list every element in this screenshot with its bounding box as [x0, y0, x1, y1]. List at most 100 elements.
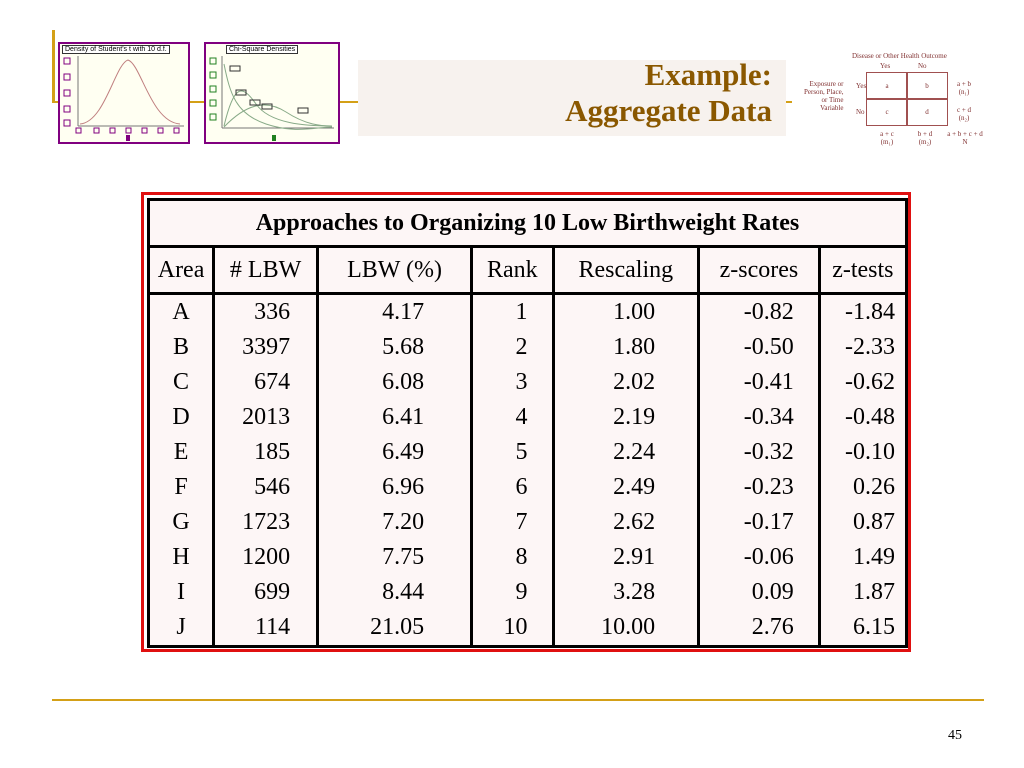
chi-square-curves-icon: [209, 56, 334, 141]
cell-rescaling: 2.91: [551, 540, 701, 575]
cell-z-test: -1.84: [817, 293, 909, 330]
cell-d: d: [906, 98, 948, 126]
lbw-table-frame: Approaches to Organizing 10 Low Birthwei…: [141, 192, 911, 652]
col-total-m1: a + c (m₁): [880, 130, 894, 146]
cell-area: C: [146, 365, 216, 400]
student-t-thumbnail-title: Density of Student's t with 10 d.f.: [62, 45, 170, 54]
cell-rank: 1: [470, 293, 555, 330]
cell-lbw-count: 3397: [212, 330, 320, 365]
cell-lbw-percent: 7.75: [316, 540, 474, 575]
cell-z-test: 0.87: [817, 505, 909, 540]
cell-lbw-percent: 6.41: [316, 400, 474, 435]
lbw-rates-table: Approaches to Organizing 10 Low Birthwei…: [146, 198, 909, 648]
cell-z-score: -0.41: [697, 365, 821, 400]
table-row: F 546 6.96 6 2.49 -0.23 0.26: [146, 470, 909, 505]
cell-z-score: -0.06: [697, 540, 821, 575]
accent-bottom-rule: [52, 699, 984, 701]
table-header-row: Area # LBW LBW (%) Rank Rescaling z-scor…: [146, 246, 909, 295]
cell-rescaling: 2.24: [551, 435, 701, 470]
cell-lbw-percent: 8.44: [316, 575, 474, 610]
table-row: E 185 6.49 5 2.24 -0.32 -0.10: [146, 435, 909, 470]
cell-rescaling: 2.19: [551, 400, 701, 435]
cell-area: B: [146, 330, 216, 365]
two-by-two-col-yes: Yes: [880, 62, 891, 70]
cell-z-score: -0.34: [697, 400, 821, 435]
cell-lbw-percent: 7.20: [316, 505, 474, 540]
cell-lbw-count: 674: [212, 365, 320, 400]
cell-lbw-percent: 5.68: [316, 330, 474, 365]
chi-square-thumbnail-title: Chi-Square Densities: [226, 45, 299, 54]
table-row: B 3397 5.68 2 1.80 -0.50 -2.33: [146, 330, 909, 365]
cell-z-score: -0.32: [697, 435, 821, 470]
cell-area: H: [146, 540, 216, 575]
two-by-two-row-label: Exposure or Person, Place, or Time Varia…: [804, 80, 844, 112]
cell-area: J: [146, 610, 216, 648]
cell-lbw-percent: 6.96: [316, 470, 474, 505]
cell-rescaling: 1.80: [551, 330, 701, 365]
cell-lbw-count: 114: [212, 610, 320, 648]
cell-area: G: [146, 505, 216, 540]
cell-rank: 6: [470, 470, 555, 505]
cell-z-score: -0.50: [697, 330, 821, 365]
cell-lbw-count: 1723: [212, 505, 320, 540]
cell-rescaling: 1.00: [551, 293, 701, 330]
cell-rank: 4: [470, 400, 555, 435]
cell-lbw-count: 2013: [212, 400, 320, 435]
cell-z-test: 1.49: [817, 540, 909, 575]
col-header-rank: Rank: [470, 246, 555, 295]
two-by-two-col-no: No: [918, 62, 927, 70]
cell-area: I: [146, 575, 216, 610]
chi-square-thumbnail: Chi-Square Densities: [204, 42, 340, 144]
cell-rank: 9: [470, 575, 555, 610]
cell-rescaling: 2.02: [551, 365, 701, 400]
accent-vertical-rule: [52, 30, 55, 102]
cell-lbw-count: 185: [212, 435, 320, 470]
table-caption: Approaches to Organizing 10 Low Birthwei…: [147, 198, 908, 248]
cell-lbw-percent: 6.08: [316, 365, 474, 400]
two-by-two-row-yes: Yes: [856, 82, 867, 90]
cell-z-score: 2.76: [697, 610, 821, 648]
table-row: G 1723 7.20 7 2.62 -0.17 0.87: [146, 505, 909, 540]
col-header-rescaling: Rescaling: [551, 246, 701, 295]
cell-a: a: [866, 72, 908, 100]
cell-area: E: [146, 435, 216, 470]
cell-lbw-count: 336: [212, 293, 320, 330]
cell-rank: 10: [470, 610, 555, 648]
col-total-m2: b + d (m₂): [917, 130, 933, 146]
cell-z-test: -2.33: [817, 330, 909, 365]
col-header-z-scores: z-scores: [697, 246, 821, 295]
row-total-n2: c + d (n₂): [956, 106, 972, 122]
cell-rescaling: 10.00: [551, 610, 701, 648]
cell-rank: 7: [470, 505, 555, 540]
cell-lbw-count: 546: [212, 470, 320, 505]
title-background: [358, 60, 786, 136]
table-row: A 336 4.17 1 1.00 -0.82 -1.84: [146, 293, 909, 330]
cell-z-score: -0.23: [697, 470, 821, 505]
cell-z-test: -0.62: [817, 365, 909, 400]
cell-z-test: -0.10: [817, 435, 909, 470]
row-total-n1: a + b (n₁): [956, 80, 972, 96]
cell-c: c: [866, 98, 908, 126]
table-row: I 699 8.44 9 3.28 0.09 1.87: [146, 575, 909, 610]
table-row: C 674 6.08 3 2.02 -0.41 -0.62: [146, 365, 909, 400]
table-row: D 2013 6.41 4 2.19 -0.34 -0.48: [146, 400, 909, 435]
col-header-lbw-count: # LBW: [212, 246, 320, 295]
cell-area: A: [146, 293, 216, 330]
cell-z-test: 1.87: [817, 575, 909, 610]
two-by-two-row-no: No: [856, 108, 865, 116]
cell-b: b: [906, 72, 948, 100]
cell-rank: 2: [470, 330, 555, 365]
cell-lbw-percent: 4.17: [316, 293, 474, 330]
cell-lbw-percent: 21.05: [316, 610, 474, 648]
col-header-area: Area: [146, 246, 216, 295]
cell-rescaling: 2.62: [551, 505, 701, 540]
cell-z-test: 6.15: [817, 610, 909, 648]
col-header-z-tests: z-tests: [817, 246, 909, 295]
cell-rescaling: 3.28: [551, 575, 701, 610]
cell-rank: 3: [470, 365, 555, 400]
cell-z-score: -0.17: [697, 505, 821, 540]
cell-area: D: [146, 400, 216, 435]
cell-lbw-percent: 6.49: [316, 435, 474, 470]
col-header-lbw-percent: LBW (%): [316, 246, 474, 295]
cell-z-score: 0.09: [697, 575, 821, 610]
